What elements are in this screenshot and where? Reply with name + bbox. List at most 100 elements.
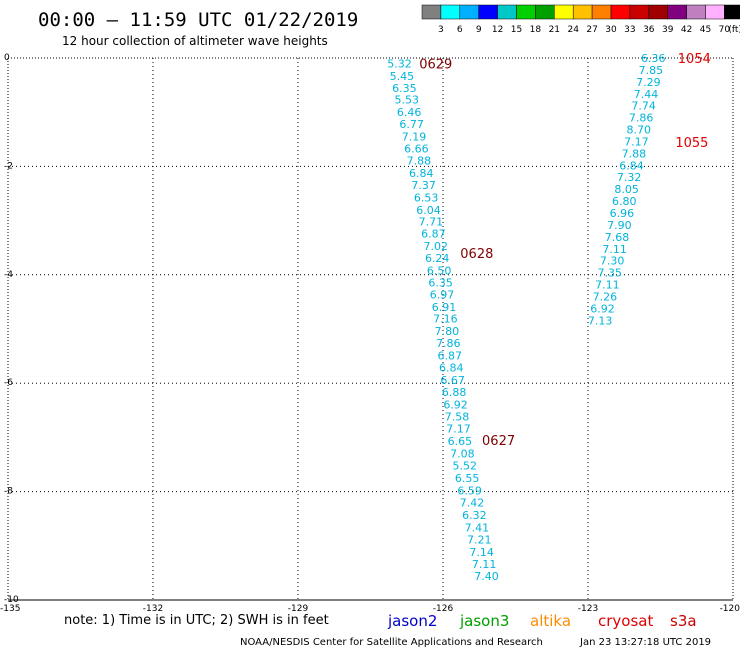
satellite-jason2: jason2: [387, 612, 437, 630]
satellite-s3a: s3a: [670, 612, 697, 630]
wave-height-value: 7.08: [450, 448, 475, 461]
pass-label: 0628: [460, 247, 493, 262]
satellite-legend: jason2 jason3 altika cryosat s3a: [387, 612, 697, 630]
legend-label: 21: [549, 25, 560, 35]
wave-height-value: 7.32: [617, 171, 642, 184]
wave-height-value: 6.67: [440, 374, 465, 387]
wave-height-value: 5.45: [390, 70, 415, 83]
wave-height-value: 7.16: [433, 313, 458, 326]
wave-height-value: 6.59: [457, 485, 482, 498]
wave-height-value: 6.35: [392, 82, 417, 95]
y-tick-label: -10: [4, 595, 19, 605]
wave-height-value: 6.04: [416, 204, 441, 217]
legend-label: 30: [605, 25, 617, 35]
wave-height-value: 7.90: [607, 219, 632, 232]
wave-height-value: 6.50: [427, 264, 452, 277]
legend-swatch: [648, 4, 668, 20]
satellite-altika: altika: [530, 612, 571, 630]
pass-label: 0629: [419, 57, 452, 72]
wave-height-value: 7.30: [600, 255, 625, 268]
wave-height-value: 8.05: [614, 183, 639, 196]
wave-height-value: 7.13: [588, 314, 613, 327]
chart-subtitle: 12 hour collection of altimeter wave hei…: [62, 34, 328, 48]
legend-label: 27: [586, 25, 597, 35]
wave-height-value: 7.37: [411, 179, 436, 192]
wave-height-value: 6.46: [397, 106, 422, 119]
wave-height-value: 6.84: [409, 167, 434, 180]
wave-height-value: 5.52: [453, 460, 478, 473]
wave-height-value: 7.58: [445, 410, 470, 423]
legend-label: 9: [476, 25, 482, 35]
wave-height-value: 6.77: [399, 118, 424, 131]
wave-height-value: 6.87: [438, 350, 463, 363]
legend-label: 33: [624, 25, 635, 35]
wave-height-value: 7.35: [598, 267, 623, 280]
pass-labels: 0629 0628 0627 1054 1055: [419, 52, 711, 449]
wave-height-value: 7.11: [602, 243, 627, 256]
wave-height-value: 7.26: [593, 290, 618, 303]
wave-height-value: 6.84: [439, 361, 464, 374]
wave-height-value: 7.11: [472, 558, 497, 571]
wave-height-value: 7.41: [465, 521, 490, 534]
footer-credit: NOAA/NESDIS Center for Satellite Applica…: [240, 637, 543, 648]
wave-height-value: 6.35: [428, 276, 453, 289]
wave-height-value: 7.85: [639, 64, 664, 77]
legend-label: 15: [511, 25, 522, 35]
wave-height-value: 7.19: [402, 131, 427, 144]
wave-height-value: 8.70: [627, 124, 652, 137]
legend-label: 36: [643, 25, 655, 35]
wave-height-value: 6.92: [443, 398, 468, 411]
wave-height-value: 7.88: [407, 154, 432, 167]
wave-height-value: 7.86: [436, 337, 461, 350]
legend-label: 18: [530, 25, 542, 35]
legend-label: 45: [700, 25, 711, 35]
legend-swatch: [497, 4, 517, 20]
wave-height-value: 7.71: [419, 216, 444, 229]
x-tick-label: -126: [433, 604, 454, 614]
legend-swatch: [572, 4, 593, 20]
wave-height-value: 7.11: [595, 279, 620, 292]
legend-label: 12: [492, 25, 503, 35]
satellite-jason3: jason3: [459, 612, 509, 630]
chart-title: 00:00 – 11:59 UTC 01/22/2019: [38, 9, 358, 31]
legend-unit: (ft): [728, 25, 740, 35]
legend-label: 39: [662, 25, 674, 35]
wave-height-value: 7.21: [467, 533, 492, 546]
y-tick-label: -4: [4, 270, 13, 280]
wave-height-value: 5.32: [387, 57, 412, 70]
wave-height-value: 7.44: [634, 88, 659, 101]
wave-height-value: 6.91: [432, 301, 457, 314]
y-tick-labels: 0 -2 -4 -6 -8 -10: [4, 53, 19, 605]
wave-height-value: 6.65: [448, 435, 473, 448]
x-tick-label: -135: [0, 604, 20, 614]
legend-swatch: [516, 4, 536, 20]
wave-height-value: 7.86: [629, 112, 654, 125]
wave-height-value: 7.68: [605, 231, 630, 244]
y-tick-label: -8: [4, 487, 13, 497]
legend-swatch: [686, 4, 706, 20]
satellite-cryosat: cryosat: [598, 612, 653, 630]
wave-height-value: 7.17: [624, 135, 649, 148]
wave-height-value: 6.92: [590, 302, 615, 315]
footer-timestamp: Jan 23 13:27:18 UTC 2019: [579, 637, 711, 648]
wave-height-value: 6.96: [610, 207, 635, 220]
y-tick-label: -6: [4, 378, 13, 388]
wave-height-value: 6.32: [462, 509, 487, 522]
x-tick-label: -129: [288, 604, 309, 614]
pass-label: 1055: [675, 136, 708, 151]
x-tick-label: -120: [720, 604, 740, 614]
wave-height-values: 5.325.456.355.536.466.777.196.667.886.84…: [387, 52, 665, 583]
wave-height-value: 6.87: [421, 228, 446, 241]
wave-height-value: 7.88: [622, 147, 647, 160]
legend-swatch: [610, 4, 631, 20]
pass-label: 1054: [678, 52, 711, 67]
legend-swatch: [705, 4, 725, 20]
legend-label: 6: [457, 25, 463, 35]
y-tick-label: 0: [4, 53, 10, 63]
wave-height-value: 7.40: [474, 570, 499, 583]
legend-label: 24: [567, 25, 579, 35]
wave-height-value: 7.29: [636, 76, 661, 89]
wave-height-value: 6.66: [404, 143, 429, 156]
